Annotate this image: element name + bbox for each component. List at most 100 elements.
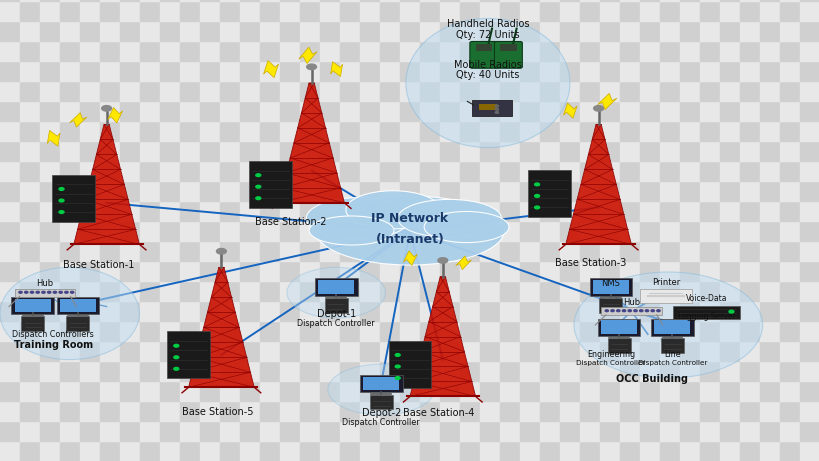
Bar [639, 381, 659, 401]
Bar [40, 361, 60, 381]
Bar [600, 21, 619, 41]
Bar [60, 421, 80, 441]
Bar [500, 441, 519, 461]
Ellipse shape [306, 198, 410, 239]
Bar [100, 121, 120, 141]
Bar [180, 221, 200, 241]
Bar [219, 381, 240, 401]
Text: IP Network: IP Network [371, 213, 448, 225]
Bar [140, 21, 160, 41]
Bar [440, 181, 459, 201]
Text: Voice-Data: Voice-Data [686, 294, 726, 303]
Bar [559, 161, 579, 181]
Text: Base Station-4: Base Station-4 [402, 408, 474, 418]
Bar [759, 41, 779, 61]
Bar [60, 361, 80, 381]
Bar [400, 21, 419, 41]
Bar [779, 201, 799, 221]
Bar [300, 81, 319, 101]
Bar [719, 341, 739, 361]
Bar [340, 361, 360, 381]
Bar [419, 81, 440, 101]
Bar [459, 141, 479, 161]
Bar [100, 221, 120, 241]
Bar [80, 421, 100, 441]
Bar [240, 41, 260, 61]
Bar [519, 321, 540, 341]
Bar [559, 281, 579, 301]
Bar [799, 41, 819, 61]
Bar [379, 301, 400, 321]
Bar [100, 421, 120, 441]
Bar [360, 341, 379, 361]
Bar [600, 381, 619, 401]
Bar [40, 261, 60, 281]
Bar [419, 221, 440, 241]
Bar [659, 0, 679, 1]
Bar [459, 181, 479, 201]
Bar [300, 321, 319, 341]
Circle shape [216, 248, 226, 254]
Bar [60, 221, 80, 241]
Bar [260, 301, 279, 321]
Bar [679, 281, 699, 301]
Bar [20, 401, 40, 421]
Bar [659, 121, 679, 141]
Bar [200, 281, 219, 301]
Bar [519, 441, 540, 461]
Bar [659, 41, 679, 61]
Bar [579, 361, 600, 381]
FancyBboxPatch shape [60, 299, 96, 312]
Bar [639, 401, 659, 421]
Bar [600, 0, 619, 1]
Bar [120, 361, 140, 381]
Bar [180, 241, 200, 261]
Bar [440, 1, 459, 21]
Bar [579, 1, 600, 21]
Bar [219, 161, 240, 181]
Circle shape [645, 310, 648, 312]
Ellipse shape [573, 272, 762, 378]
Bar [779, 401, 799, 421]
Bar [300, 381, 319, 401]
Bar [360, 361, 379, 381]
Bar [699, 201, 719, 221]
Bar [759, 21, 779, 41]
Polygon shape [455, 256, 471, 270]
Bar [300, 41, 319, 61]
Bar [80, 261, 100, 281]
Bar [200, 241, 219, 261]
Bar [400, 201, 419, 221]
Bar [60, 61, 80, 81]
Bar [519, 221, 540, 241]
Text: Depot-1: Depot-1 [316, 309, 355, 319]
Bar [699, 261, 719, 281]
Polygon shape [563, 103, 577, 118]
Bar [80, 161, 100, 181]
Bar [679, 221, 699, 241]
Bar [340, 301, 360, 321]
Bar [419, 401, 440, 421]
Bar [579, 21, 600, 41]
Bar [579, 181, 600, 201]
Bar [639, 281, 659, 301]
Bar [679, 101, 699, 121]
Bar [479, 41, 500, 61]
Bar [519, 381, 540, 401]
Bar [340, 201, 360, 221]
Bar [619, 381, 639, 401]
Bar [340, 0, 360, 1]
Bar [739, 181, 759, 201]
Bar [200, 381, 219, 401]
Bar [279, 301, 300, 321]
Bar [799, 261, 819, 281]
Bar [500, 81, 519, 101]
FancyBboxPatch shape [672, 306, 740, 319]
Bar [579, 321, 600, 341]
Bar [240, 81, 260, 101]
Bar [759, 241, 779, 261]
Bar [140, 181, 160, 201]
Bar [319, 421, 340, 441]
FancyBboxPatch shape [600, 320, 636, 334]
Bar [600, 101, 619, 121]
